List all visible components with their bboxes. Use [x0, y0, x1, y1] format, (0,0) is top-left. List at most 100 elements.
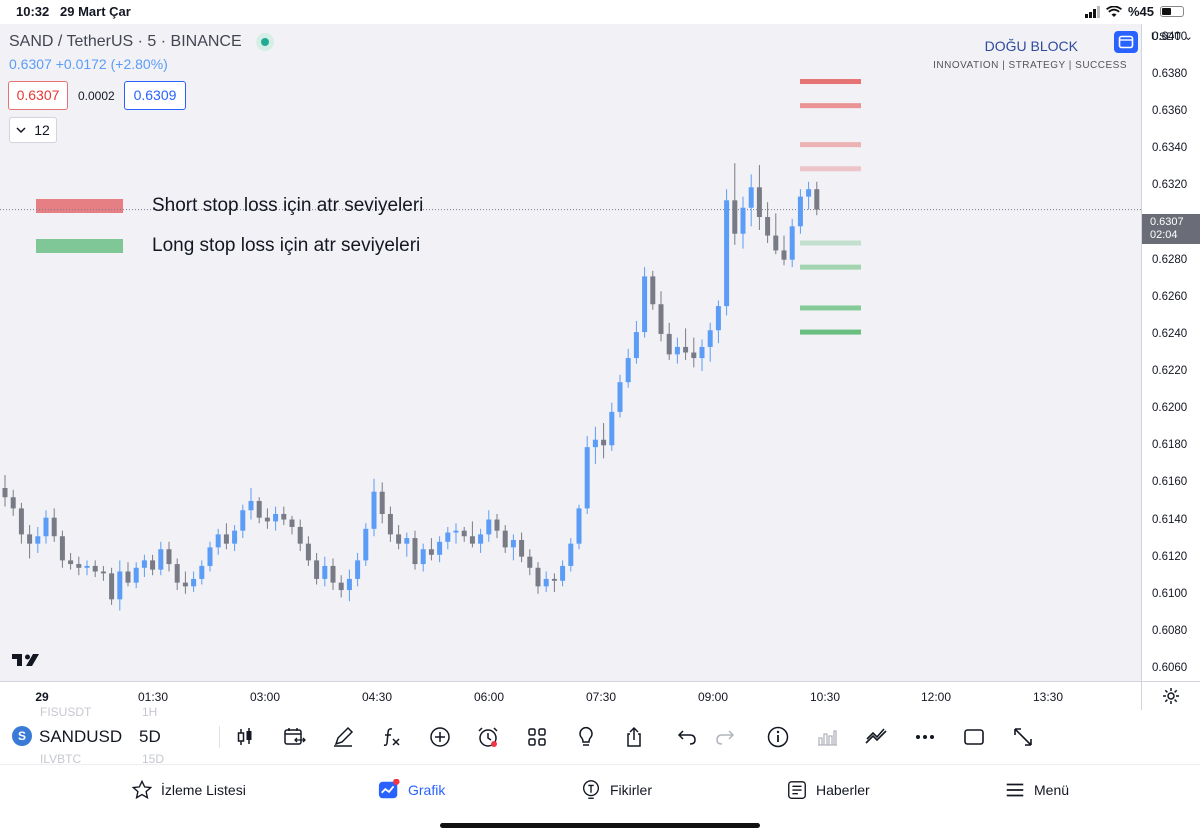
- candle-body: [732, 200, 738, 234]
- ideas-button[interactable]: [572, 723, 600, 751]
- price-tick-label: 0.6340: [1152, 142, 1188, 155]
- candle-body: [478, 534, 484, 544]
- symbol-title[interactable]: SAND / TetherUS · 5 · BINANCE: [9, 33, 242, 50]
- symbol-selector[interactable]: SANDUSD: [39, 727, 123, 746]
- candle-body: [27, 534, 33, 544]
- volume-button[interactable]: [813, 723, 841, 751]
- share-button[interactable]: [620, 723, 648, 751]
- candle-body: [420, 549, 426, 565]
- undo-button[interactable]: [673, 723, 701, 751]
- price-tick-label: 0.6260: [1152, 290, 1188, 303]
- candle-body: [232, 530, 238, 544]
- price-tick-label: 0.6320: [1152, 179, 1188, 192]
- expand-icon: [1014, 728, 1032, 746]
- chart-settings-button[interactable]: [1141, 681, 1200, 710]
- price-chart[interactable]: [0, 24, 1141, 681]
- battery-percent: %45: [1127, 4, 1154, 19]
- candle-body: [633, 332, 639, 359]
- short-atr-level: [800, 103, 861, 109]
- redo-button[interactable]: [711, 723, 739, 751]
- add-button[interactable]: [426, 723, 454, 751]
- candle-body: [674, 346, 680, 355]
- price-axis[interactable]: USDT ⌄ 0.6400 0.6380 0.6360 0.6340 0.6320 0.6…: [1141, 24, 1200, 681]
- candle-body: [494, 519, 500, 531]
- buy-button[interactable]: 0.6309: [124, 81, 186, 110]
- tab-ideas[interactable]: Fikirler: [580, 779, 652, 801]
- candle-body: [428, 549, 434, 555]
- time-axis[interactable]: 29 01:30 03:00 04:30 06:00 07:30 09:00 10:30 12:…: [0, 681, 1141, 710]
- price-tick-label: 0.6080: [1152, 624, 1188, 637]
- candle-body: [109, 573, 115, 600]
- candle-body: [182, 582, 188, 587]
- candle-body: [404, 538, 410, 544]
- candle-body: [592, 439, 598, 448]
- candle-body: [43, 517, 49, 537]
- tab-label: Haberler: [816, 782, 870, 798]
- candle-body: [191, 578, 197, 587]
- short-atr-level: [800, 166, 861, 172]
- long-atr-level: [800, 240, 861, 246]
- price-tick-label: 0.6140: [1152, 513, 1188, 526]
- tab-news[interactable]: Haberler: [786, 779, 870, 801]
- candle-body: [92, 565, 98, 572]
- candle-body: [748, 187, 754, 208]
- sell-button[interactable]: 0.6307: [8, 81, 68, 110]
- calendar-range-icon: [284, 728, 306, 745]
- chart-type-button[interactable]: [231, 723, 259, 751]
- grid-icon: [528, 728, 546, 746]
- price-tick-label: 0.6100: [1152, 587, 1188, 600]
- indicators-button[interactable]: [377, 723, 405, 751]
- bars-icon: [818, 730, 837, 746]
- candle-body: [445, 532, 451, 542]
- price-tick-label: 0.6380: [1152, 68, 1188, 81]
- candle-body: [207, 547, 213, 566]
- alerts-button[interactable]: [474, 723, 502, 751]
- redo-icon: [716, 730, 735, 745]
- candle-body: [650, 276, 656, 305]
- undo-icon: [677, 730, 696, 745]
- chart-icon: [378, 779, 400, 799]
- candle-body: [806, 189, 812, 197]
- candle-body: [740, 207, 746, 234]
- tradingview-logo-icon: [12, 654, 39, 666]
- price-change: +0.0172 (+2.80%): [55, 56, 168, 72]
- fullscreen-button[interactable]: [1114, 31, 1138, 53]
- date-range-button[interactable]: [280, 723, 308, 751]
- drawing-tools-button[interactable]: [329, 723, 357, 751]
- indicator-collapse-button[interactable]: 12: [9, 117, 57, 143]
- candle-body: [584, 447, 590, 509]
- interval-selector[interactable]: 5D: [139, 727, 161, 746]
- short-legend-label: Short stop loss için atr seviyeleri: [152, 195, 424, 216]
- tab-watchlist[interactable]: İzleme Listesi: [131, 779, 246, 801]
- more-button[interactable]: [911, 723, 939, 751]
- candle-body: [535, 567, 541, 587]
- layouts-button[interactable]: [523, 723, 551, 751]
- candle-body: [223, 534, 229, 544]
- time-tick-label: 06:00: [473, 690, 505, 704]
- pen-icon: [334, 726, 354, 747]
- tab-menu[interactable]: Menü: [1004, 779, 1069, 801]
- tab-chart[interactable]: Grafik: [378, 779, 445, 801]
- candle-body: [371, 491, 377, 529]
- status-icons: %45: [1084, 4, 1184, 19]
- candle-body: [51, 517, 57, 537]
- candle-body: [658, 304, 664, 334]
- candle-body: [289, 519, 295, 527]
- candle-body: [453, 530, 459, 533]
- price-tick-label: 0.6280: [1152, 253, 1188, 266]
- candle-body: [387, 513, 393, 535]
- symbol-info-button[interactable]: [764, 723, 792, 751]
- candle-body: [461, 530, 467, 537]
- currency-unit[interactable]: USDT ⌄: [1151, 31, 1194, 43]
- layout-toggle-button[interactable]: [960, 723, 988, 751]
- candle-body: [437, 541, 443, 555]
- candle-body: [797, 196, 803, 227]
- candle-body: [560, 565, 566, 581]
- price-change-line: 0.6307 +0.0172 (+2.80%): [9, 56, 168, 72]
- compare-button[interactable]: [862, 723, 890, 751]
- candle-body: [699, 346, 705, 359]
- candle-body: [281, 513, 287, 520]
- candle-body: [248, 500, 254, 511]
- news-icon: [788, 781, 806, 799]
- expand-button[interactable]: [1009, 723, 1037, 751]
